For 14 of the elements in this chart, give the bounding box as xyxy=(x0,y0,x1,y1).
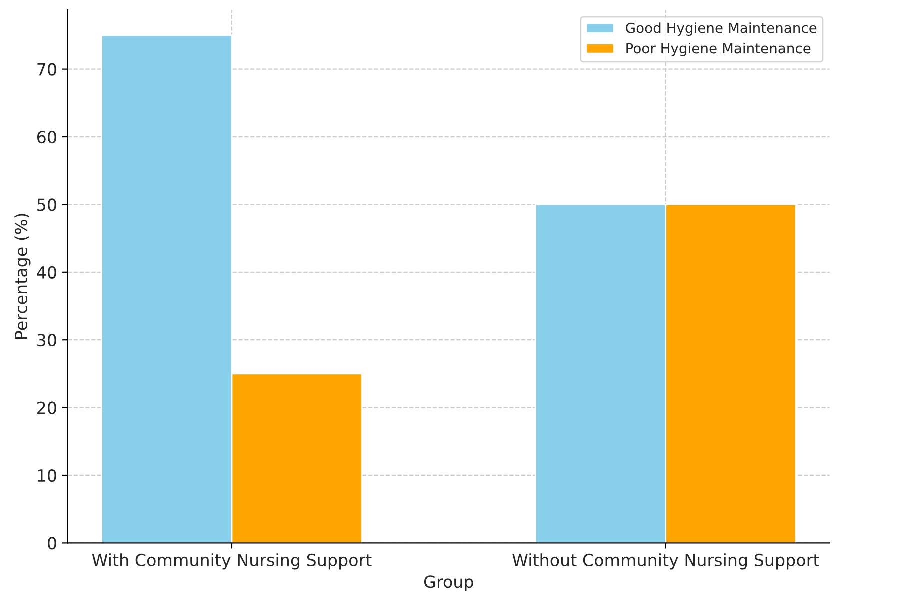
y-tick-label: 50 xyxy=(38,198,56,212)
x-axis-title: Group xyxy=(424,576,474,592)
y-tick-label: 10 xyxy=(38,469,56,482)
y-tick-label: 0 xyxy=(48,537,56,550)
y-tick-label: 30 xyxy=(38,334,56,347)
x-tick-label: With Community Nursing Support xyxy=(92,554,372,570)
legend-label: Poor Hygiene Maintenance xyxy=(626,42,811,56)
y-axis-title: Percentage (%) xyxy=(14,214,31,339)
legend-label: Good Hygiene Maintenance xyxy=(626,22,817,36)
y-tick-label: 20 xyxy=(38,402,56,414)
y-tick-label: 40 xyxy=(37,266,56,279)
x-tick-label: Without Community Nursing Support xyxy=(512,554,820,570)
y-tick-label: 70 xyxy=(38,63,56,76)
y-tick-label: 60 xyxy=(37,130,56,144)
